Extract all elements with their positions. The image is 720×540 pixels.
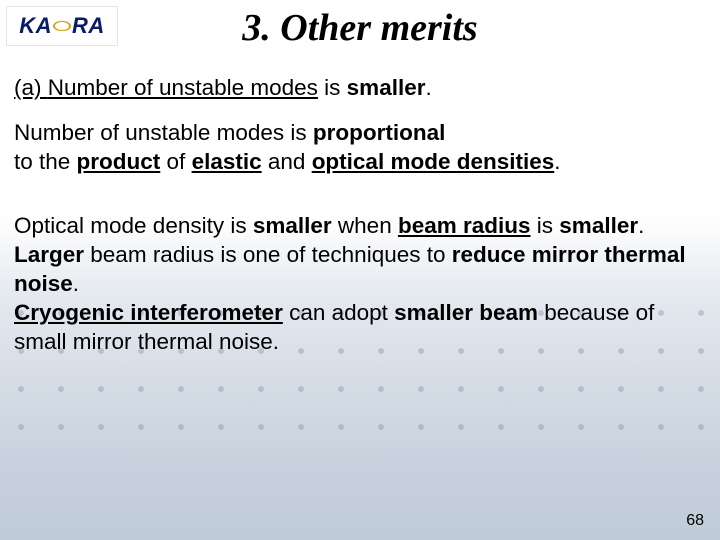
text-bold: smaller [347, 75, 426, 100]
text: is [318, 75, 347, 100]
paragraph-optical: Optical mode density is smaller when bea… [14, 212, 706, 356]
text: and [262, 149, 312, 174]
point-a-underline: (a) Number of unstable modes [14, 75, 318, 100]
text-bold-underline: product [77, 149, 161, 174]
text: . [73, 271, 79, 296]
text: Number of unstable modes is [14, 120, 313, 145]
text: is [531, 213, 560, 238]
text-bold-underline: Cryogenic interferometer [14, 300, 283, 325]
text: Optical mode density is [14, 213, 253, 238]
page-number: 68 [686, 512, 704, 530]
slide-title: 3. Other merits [0, 6, 720, 50]
text-bold-underline: optical mode densities [312, 149, 555, 174]
spacer [14, 192, 706, 212]
text: . [554, 149, 560, 174]
text-bold: proportional [313, 120, 445, 145]
text: Number of unstable modes [48, 75, 318, 100]
text-bold-underline: beam radius [398, 213, 531, 238]
text-bold: smaller [559, 213, 638, 238]
text-bold-underline: elastic [192, 149, 262, 174]
text-bold: smaller beam [394, 300, 538, 325]
text: to the [14, 149, 77, 174]
text: of [160, 149, 191, 174]
text: (a) [14, 75, 48, 100]
paragraph-proportional: Number of unstable modes is proportional… [14, 119, 706, 177]
text-bold: smaller [253, 213, 332, 238]
point-a: (a) Number of unstable modes is smaller. [14, 74, 706, 103]
text: . [638, 213, 644, 238]
slide: KA RA 3. Other merits (a) Number of unst… [0, 0, 720, 540]
text: can adopt [283, 300, 394, 325]
text: . [425, 75, 431, 100]
slide-content: (a) Number of unstable modes is smaller.… [14, 74, 706, 356]
text-bold: Larger [14, 242, 84, 267]
text: when [332, 213, 398, 238]
text: beam radius is one of techniques to [84, 242, 452, 267]
